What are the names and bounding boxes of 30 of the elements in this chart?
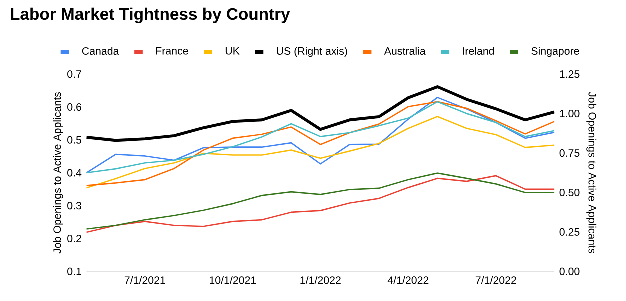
y2-tick-label: 1.25: [560, 70, 580, 78]
y-axis-title: Job Openings to Active Applicants: [53, 92, 64, 254]
legend-label: Australia: [384, 47, 426, 56]
y2-tick-label: 1.00: [560, 110, 580, 118]
y-tick-label: 0.1: [68, 268, 82, 276]
y-tick-label: 0.2: [68, 235, 82, 243]
legend-label: UK: [226, 47, 240, 55]
y2-axis-title: Job Openings to Active Applicants: [586, 92, 597, 254]
line-series: [86, 85, 555, 142]
y-tick-label: 0.4: [68, 169, 82, 177]
chart-title: Labor Market Tightness by Country: [11, 8, 290, 24]
x-tick-label: 7/1/2022: [476, 276, 516, 284]
legend-label: US (Right axis): [277, 47, 348, 58]
legend-label: Canada: [82, 47, 120, 56]
y-tick-label: 0.7: [68, 70, 82, 78]
x-tick-label: 1/1/2022: [300, 276, 341, 284]
legend-label: France: [156, 47, 188, 55]
legend-label: Ireland: [463, 47, 494, 56]
x-tick-label: 4/1/2022: [388, 276, 429, 284]
y2-tick-label: 0.50: [560, 188, 580, 197]
y2-tick-label: 0.25: [560, 228, 580, 236]
x-tick-label: 7/1/2021: [124, 276, 166, 284]
y-tick-label: 0.5: [68, 136, 82, 144]
y2-tick-label: 0.75: [560, 149, 580, 158]
line-series: [86, 116, 555, 189]
y-tick-label: 0.3: [68, 202, 82, 210]
x-tick-label: 10/1/2021: [210, 276, 256, 284]
y-tick-label: 0.6: [68, 103, 82, 112]
legend-label: Singapore: [532, 47, 580, 58]
y2-tick-label: 0.00: [560, 268, 580, 276]
